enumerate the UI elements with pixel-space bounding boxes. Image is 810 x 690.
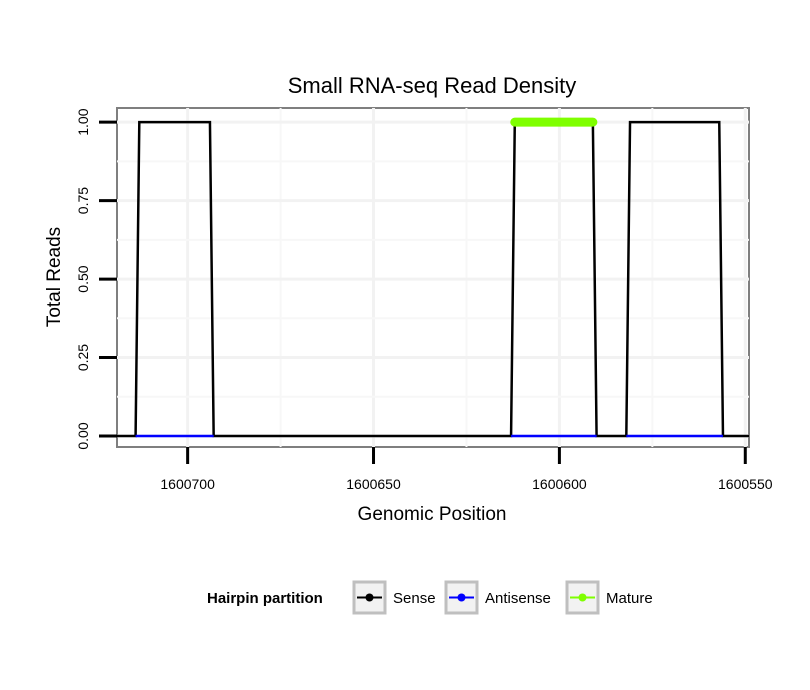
legend-label-sense: Sense xyxy=(393,590,436,607)
x-tick-label: 1600600 xyxy=(532,476,587,492)
legend-label-antisense: Antisense xyxy=(485,590,551,607)
legend-label-mature: Mature xyxy=(606,590,653,607)
y-tick-label: 0.75 xyxy=(75,187,91,214)
legend: Hairpin partition Sense Antisense Mature xyxy=(207,580,653,615)
y-tick-label: 0.50 xyxy=(75,265,91,292)
y-tick-label: 0.25 xyxy=(75,344,91,371)
y-tick-label: 0.00 xyxy=(75,422,91,449)
x-tick-label: 1600550 xyxy=(718,476,773,492)
legend-marker-mature xyxy=(578,593,587,602)
data-series xyxy=(117,117,749,438)
axis-ticks: 1600700 1600650 1600600 1600550 0.00 0.25 0.50… xyxy=(75,108,773,492)
legend-entry-mature: Mature xyxy=(565,580,653,615)
legend-title: Hairpin partition xyxy=(207,590,323,607)
legend-marker-sense xyxy=(365,593,374,602)
plot-panel xyxy=(116,107,750,448)
legend-entry-sense: Sense xyxy=(352,580,436,615)
chart-title: Small RNA-seq Read Density xyxy=(288,73,577,98)
legend-entry-antisense: Antisense xyxy=(444,580,551,615)
legend-marker-antisense xyxy=(457,593,466,602)
x-tick-label: 1600700 xyxy=(160,476,215,492)
x-tick-label: 1600650 xyxy=(346,476,401,492)
grid-lines xyxy=(117,108,749,447)
y-axis-label: Total Reads xyxy=(44,227,65,327)
y-tick-label: 1.00 xyxy=(75,108,91,135)
x-axis-label: Genomic Position xyxy=(358,504,507,525)
